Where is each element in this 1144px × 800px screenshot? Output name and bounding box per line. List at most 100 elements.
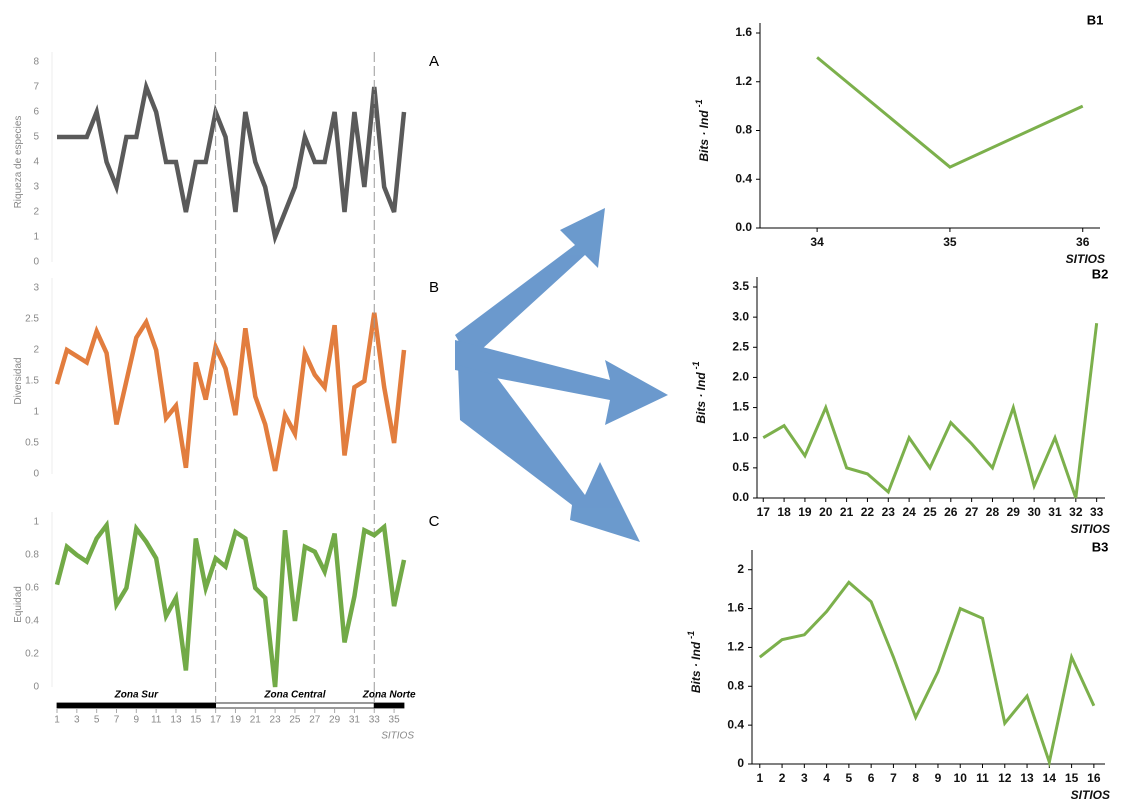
y-tick-label: 0 [33,469,39,480]
x-tick-label: 36 [1076,235,1090,249]
x-tick-label: 9 [134,715,140,726]
zone-bar [56,702,217,709]
x-tick-label: 3 [801,771,808,785]
panel-title: B [429,279,439,296]
x-tick-label: 17 [210,715,222,726]
y-tick-label: 0.8 [735,123,752,137]
zone-label: Zona Norte [362,690,416,701]
x-tick-label: 22 [861,505,875,519]
x-tick-label: 20 [819,505,833,519]
x-tick-label: 18 [777,505,791,519]
panel-title: B1 [1087,12,1104,27]
arrow-down [458,365,640,542]
data-line [758,580,1096,768]
y-tick-label: 1 [33,407,39,418]
y-tick-label: 2 [33,345,39,356]
x-tick-label: 35 [389,715,401,726]
x-tick-label: 33 [369,715,381,726]
x-tick-label: 10 [954,771,968,785]
y-tick-label: 2.5 [25,314,39,325]
x-tick-label: 31 [349,715,361,726]
y-axis-label: Bits · Ind -1 [686,631,703,693]
y-tick-label: 0.6 [25,583,39,594]
x-tick-label: 26 [944,505,958,519]
panel-title: A [429,53,439,70]
x-axis-label: SITIOS [1071,788,1110,800]
data-line [57,79,407,245]
panel-title: C [429,513,440,530]
y-tick-label: 0.2 [25,649,39,660]
x-tick-label: 8 [912,771,919,785]
x-tick-label: 25 [289,715,301,726]
x-tick-label: 14 [1043,771,1057,785]
x-tick-label: 23 [882,505,896,519]
y-tick-label: 6 [33,107,39,118]
data-line [54,519,407,688]
x-tick-label: 21 [250,715,262,726]
y-tick-label: 1.6 [735,25,752,39]
y-tick-label: 3 [33,182,39,193]
y-axis-label: Riqueza de especies [13,116,24,209]
y-tick-label: 1.6 [727,601,744,615]
x-tick-label: 6 [868,771,875,785]
y-tick-label: 1.2 [735,74,752,88]
y-axis-label-text: Bits · Ind [697,110,711,162]
x-tick-label: 34 [810,235,824,249]
x-tick-label: 29 [329,715,341,726]
x-tick-label: 7 [890,771,897,785]
x-tick-label: 7 [114,715,120,726]
x-tick-label: 17 [757,505,771,519]
y-axis-label: Bits · Ind -1 [691,361,708,423]
zone-bar [215,702,375,709]
x-axis-label: SITIOS [1066,252,1105,266]
zone-bar [373,702,405,709]
x-tick-label: 23 [270,715,282,726]
x-tick-label: 31 [1048,505,1062,519]
x-tick-label: 24 [902,505,916,519]
x-axis-label: SITIOS [381,731,414,742]
x-axis-label: SITIOS [1071,522,1110,536]
y-axis-label-sup: -1 [691,361,701,369]
x-tick-label: 35 [943,235,957,249]
y-tick-label: 0 [33,682,39,693]
y-tick-label: 7 [33,82,39,93]
x-tick-label: 27 [309,715,321,726]
x-tick-label: 28 [986,505,1000,519]
x-tick-label: 1 [756,771,763,785]
x-tick-label: 15 [190,715,202,726]
y-tick-label: 1.0 [732,430,749,444]
x-tick-label: 3 [74,715,80,726]
y-axis-label-sup: -1 [694,99,704,107]
y-tick-label: 0.5 [25,438,39,449]
y-tick-label: 1 [33,232,39,243]
x-tick-label: 11 [976,771,989,785]
y-tick-label: 2 [33,207,39,218]
data-line [762,322,1099,499]
y-axis-label-sup: -1 [686,631,696,639]
x-tick-label: 5 [846,771,853,785]
y-tick-label: 0.0 [732,490,749,504]
y-tick-label: 4 [33,157,39,168]
x-tick-label: 15 [1065,771,1079,785]
y-tick-label: 5 [33,132,39,143]
data-line [54,312,407,472]
y-tick-label: 0.4 [727,717,744,731]
y-tick-label: 0.0 [735,220,752,234]
zone-label: Zona Central [263,690,325,701]
y-axis-label: Equidad [13,586,24,623]
y-axis-label-text: Bits · Ind [694,372,708,424]
x-tick-label: 13 [1020,771,1034,785]
arrow-up [455,208,605,360]
arrows [455,208,668,542]
y-tick-label: 1 [33,517,39,528]
x-tick-label: 13 [170,715,182,726]
x-tick-label: 16 [1087,771,1101,785]
data-line [816,56,1084,169]
y-tick-label: 0.4 [25,616,39,627]
y-tick-label: 3.5 [732,279,749,293]
x-tick-label: 32 [1069,505,1083,519]
y-tick-label: 0 [737,756,744,770]
y-tick-label: 2.5 [732,339,749,353]
x-tick-label: 25 [923,505,937,519]
